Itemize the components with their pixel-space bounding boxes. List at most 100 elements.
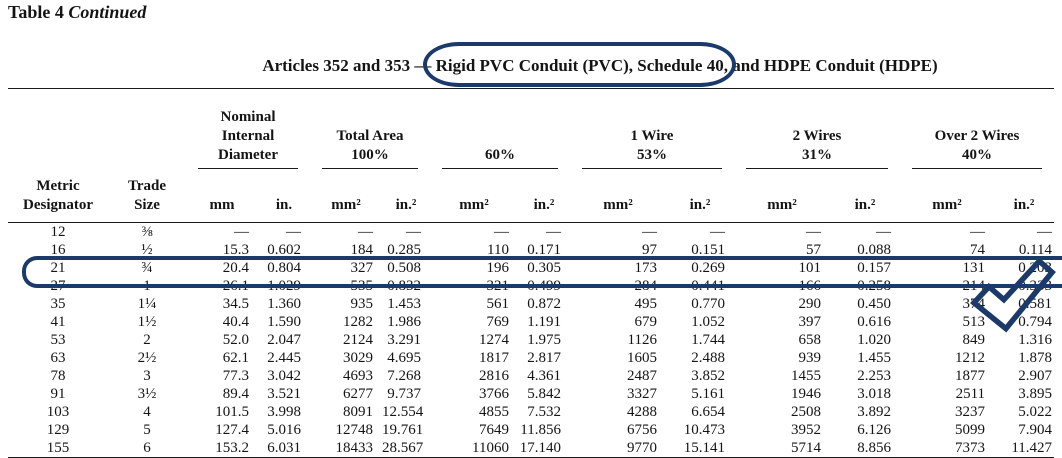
table-cell: 6 bbox=[108, 438, 186, 458]
group-header-1-wire-53: 1 Wire 53% bbox=[570, 89, 734, 189]
table-cell: 1282 bbox=[343, 313, 373, 330]
table-cell: — bbox=[642, 223, 657, 240]
table-cell: 1½ bbox=[137, 313, 157, 330]
table-cell: ½ bbox=[141, 241, 153, 258]
table-cell: 0.151 bbox=[691, 241, 726, 258]
table-cell: 3.852 bbox=[691, 367, 726, 384]
col-header-metric-designator: Metric Designator bbox=[8, 88, 108, 223]
unit-header-in2: in.² bbox=[830, 188, 901, 223]
table-row: 35 1¼ 34.5 1.360 935 1.453 561 0.872 495 0.770 290… bbox=[8, 295, 1054, 313]
oval-annotation: Rigid PVC Conduit (PVC), Schedule 40, bbox=[422, 42, 737, 87]
table-cell: — bbox=[876, 223, 892, 240]
table-row: 53 2 52.0 2.047 2124 3.291 1274 1.975 1126 1.744 6… bbox=[8, 331, 1054, 349]
group-header-nominal-internal-diameter: Nominal Internal Diameter bbox=[186, 89, 310, 189]
unit-header-in2: in.² bbox=[518, 188, 570, 223]
unit-header-in2: in.² bbox=[994, 188, 1055, 223]
table-cell: 0.872 bbox=[527, 295, 561, 312]
group-underline bbox=[442, 168, 558, 169]
table-cell: — bbox=[1037, 223, 1053, 240]
table-cell: 4 bbox=[143, 403, 151, 420]
table-cell: 2.907 bbox=[1018, 367, 1053, 384]
table-cell: ¾ bbox=[141, 259, 153, 276]
table-cell: 173 bbox=[634, 259, 658, 276]
table-cell: 5.016 bbox=[267, 421, 301, 438]
table-cell: 5.842 bbox=[527, 385, 561, 402]
table-cell: 3.521 bbox=[267, 385, 301, 402]
table-cell: 5.161 bbox=[691, 385, 726, 402]
table-cell: 10.473 bbox=[683, 421, 726, 438]
table-cell: 0.441 bbox=[691, 277, 726, 294]
table-title-suffix: and HDPE Conduit (HDPE) bbox=[727, 56, 938, 75]
table-cell: 284 bbox=[634, 277, 658, 294]
group-title: 1 Wire 53% bbox=[630, 128, 674, 163]
table-row: 103 4 101.5 3.998 8091 12.554 4855 7.532 4288 6.6… bbox=[8, 403, 1054, 421]
table-cell: 1.191 bbox=[527, 313, 561, 330]
table-cell: 7.904 bbox=[1018, 421, 1053, 438]
table-cell: 3952 bbox=[791, 421, 822, 438]
table-cell: 3327 bbox=[627, 385, 657, 402]
table-cell: 2508 bbox=[791, 403, 822, 420]
table-row: 21 ¾ 20.4 0.804 327 0.508 196 0.305 173 0.269 101 0… bbox=[8, 259, 1054, 277]
table-cell: 679 bbox=[634, 313, 658, 330]
table-row: 78 3 77.3 3.042 4693 7.268 2816 4.361 2487 3.852 1… bbox=[8, 367, 1054, 385]
table-cell: 27 bbox=[50, 277, 66, 294]
table-cell: 0.171 bbox=[527, 241, 561, 258]
table-cell: 374 bbox=[962, 295, 986, 312]
group-underline bbox=[746, 168, 889, 169]
table-cell: 0.450 bbox=[857, 295, 892, 312]
table-cell: 1877 bbox=[955, 367, 986, 384]
table-cell: 1¼ bbox=[137, 295, 157, 312]
table-cell: 6.126 bbox=[857, 421, 892, 438]
table-cell: — bbox=[234, 223, 249, 240]
table-cell: 513 bbox=[962, 313, 986, 330]
conduit-dimensions-table: Metric Designator Trade Size Nominal Int… bbox=[8, 88, 1055, 458]
table-cell: 16 bbox=[50, 241, 66, 258]
table-cell: 290 bbox=[798, 295, 822, 312]
col-header-trade-size: Trade Size bbox=[108, 88, 186, 223]
table-row: 129 5 127.4 5.016 12748 19.761 7649 11.856 6756 1… bbox=[8, 421, 1054, 439]
table-cell: 89.4 bbox=[222, 385, 249, 402]
table-cell: 0.770 bbox=[691, 295, 726, 312]
table-cell: 15.3 bbox=[222, 241, 249, 258]
table-cell: 397 bbox=[798, 313, 822, 330]
table-cell: 28.567 bbox=[382, 438, 430, 458]
unit-header-mm2: mm² bbox=[734, 188, 831, 223]
table-cell: 3 bbox=[143, 367, 151, 384]
table-cell: 3.291 bbox=[387, 331, 421, 348]
table-cell: 166 bbox=[798, 277, 822, 294]
table-cell: — bbox=[806, 223, 822, 240]
table-cell: 1.744 bbox=[691, 331, 726, 348]
table-cell: 12 bbox=[50, 223, 66, 240]
table-cell: 4693 bbox=[343, 367, 373, 384]
table-cell: 2.047 bbox=[267, 331, 301, 348]
table-cell: 3.998 bbox=[267, 403, 301, 420]
table-cell: 7.268 bbox=[387, 367, 421, 384]
table-cell: 11.856 bbox=[520, 421, 561, 438]
table-cell: 17.140 bbox=[518, 438, 570, 458]
table-cell: 196 bbox=[486, 259, 510, 276]
table-header: Metric Designator Trade Size Nominal Int… bbox=[8, 88, 1055, 223]
table-cell: 3.018 bbox=[857, 385, 892, 402]
table-cell: 4.361 bbox=[527, 367, 561, 384]
table-row: 91 3½ 89.4 3.521 6277 9.737 3766 5.842 3327 5.161… bbox=[8, 385, 1054, 403]
table-cell: 11060 bbox=[430, 438, 518, 458]
table-cell: 1.590 bbox=[267, 313, 301, 330]
table-cell: 5 bbox=[143, 421, 151, 438]
table-cell: 97 bbox=[642, 241, 657, 258]
table-cell: 0.269 bbox=[691, 259, 726, 276]
table-cell: 1605 bbox=[627, 349, 657, 366]
table-cell: 0.333 bbox=[1018, 277, 1053, 294]
table-cell: 101.5 bbox=[215, 403, 249, 420]
table-title-circled: Rigid PVC Conduit (PVC), Schedule 40, bbox=[435, 56, 728, 75]
table-cell: 9.737 bbox=[387, 385, 421, 402]
unit-header-mm: mm bbox=[186, 188, 258, 223]
table-cell: 7373 bbox=[900, 438, 995, 458]
table-cell: 495 bbox=[634, 295, 658, 312]
table-cell: 131 bbox=[962, 259, 986, 276]
table-cell: 3½ bbox=[137, 385, 157, 402]
unit-header-in: in. bbox=[258, 188, 310, 223]
table-cell: 658 bbox=[798, 331, 822, 348]
table-cell: — bbox=[494, 223, 509, 240]
table-cell: 2.445 bbox=[267, 349, 301, 366]
table-cell: 74 bbox=[970, 241, 986, 258]
